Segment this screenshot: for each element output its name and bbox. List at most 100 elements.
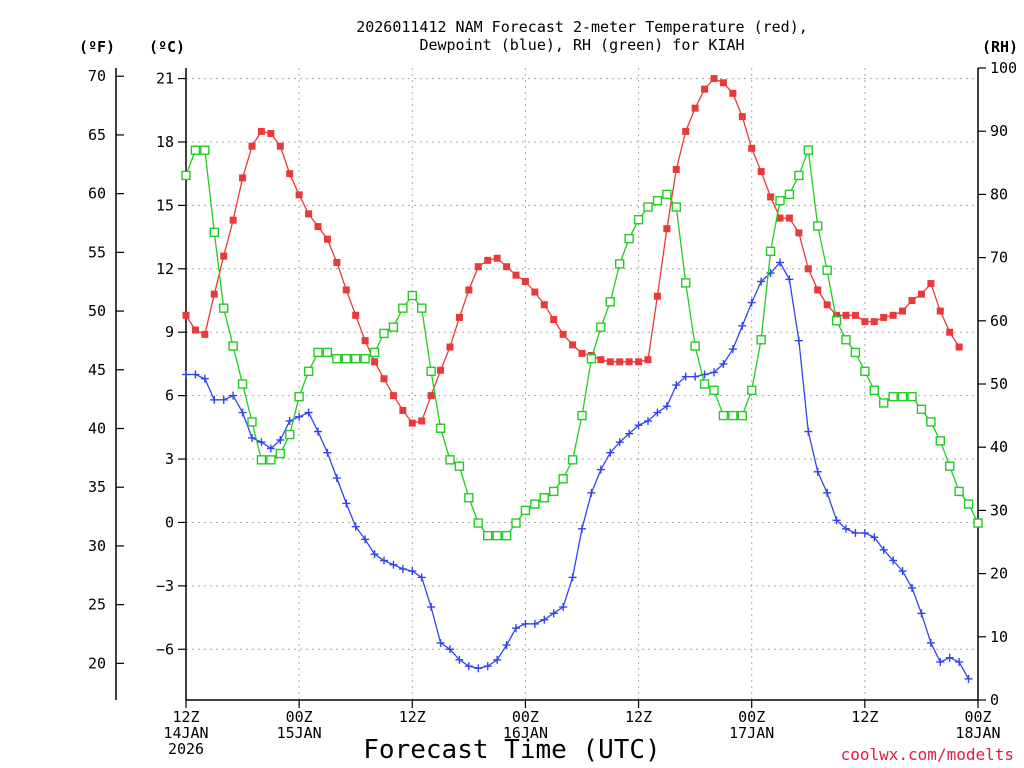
rh-point: [615, 259, 625, 269]
dewpoint-point: [285, 416, 294, 425]
dewpoint-point: [606, 448, 615, 457]
temperature-point: [484, 256, 492, 264]
time-tick-label: 2026: [168, 740, 204, 758]
rh-point: [662, 189, 672, 200]
dewpoint-point: [936, 657, 945, 666]
dewpoint-point: [813, 467, 822, 476]
rh-point: [879, 398, 889, 408]
rh-point: [728, 410, 738, 421]
dewpoint-point: [785, 275, 794, 284]
temperature-point: [899, 307, 907, 315]
temperature-point: [653, 292, 661, 300]
celsius-tick-label: 15: [156, 196, 174, 214]
temperature-point: [870, 318, 878, 326]
temperature-point: [220, 252, 228, 260]
rh-point: [275, 448, 285, 459]
time-tick-label: 17JAN: [729, 724, 774, 742]
series-layer: [181, 75, 983, 683]
rh-point: [181, 170, 191, 181]
fahrenheit-tick-label: 65: [88, 126, 106, 144]
rh-tick-label: 20: [990, 565, 1008, 583]
temperature-point: [437, 366, 445, 374]
temperature-point: [389, 392, 397, 400]
rh-point: [190, 145, 201, 155]
celsius-tick-label: 18: [156, 133, 174, 151]
rh-point: [690, 341, 700, 351]
rh-point: [351, 354, 361, 364]
temperature-point: [578, 349, 586, 357]
fahrenheit-tick-label: 60: [88, 185, 106, 203]
fahrenheit-tick-label: 45: [88, 361, 106, 379]
rh-point: [605, 297, 615, 307]
temperature-point: [663, 225, 671, 233]
temperature-point: [719, 79, 727, 87]
temperature-point: [352, 311, 360, 319]
dewpoint-point: [248, 433, 256, 442]
temperature-point: [267, 130, 275, 138]
dewpoint-point: [823, 488, 832, 497]
rh-point: [313, 347, 323, 358]
rh-point: [756, 335, 766, 345]
rh-point: [266, 455, 276, 465]
rh-point: [464, 493, 474, 503]
rh-point: [916, 404, 927, 414]
rh-point: [501, 530, 512, 541]
temperature-point: [503, 263, 511, 271]
dewpoint-point: [549, 609, 558, 618]
rh-point: [511, 518, 521, 528]
rh-point: [747, 385, 757, 396]
rh-point: [237, 379, 248, 389]
dewpoint-point: [380, 556, 388, 565]
fahrenheit-tick-label: 35: [88, 478, 106, 496]
dewpoint-point: [672, 381, 681, 390]
dewpoint-point: [512, 624, 520, 633]
temperature-point: [861, 318, 869, 326]
dewpoint-point: [615, 438, 624, 447]
temperature-point: [625, 358, 633, 366]
temperature-point: [361, 337, 369, 345]
rh-point: [633, 214, 644, 225]
rh-tick-label: 50: [990, 375, 1008, 393]
rh-tick-label: 60: [990, 312, 1008, 330]
celsius-unit-label: (ºC): [149, 38, 185, 56]
dewpoint-point: [860, 529, 869, 538]
rh-point: [813, 221, 823, 231]
temperature-point: [955, 343, 963, 351]
dewpoint-point: [521, 619, 530, 628]
temperature-point: [757, 168, 765, 176]
rh-point: [926, 417, 936, 427]
rh-unit-label: (RH): [982, 38, 1018, 56]
rh-point: [388, 322, 399, 332]
temperature-point: [248, 142, 256, 150]
dewpoint-point: [436, 638, 445, 647]
time-tick-label: 00Z: [512, 708, 539, 726]
fahrenheit-tick-label: 30: [88, 537, 106, 555]
series-line: [186, 261, 970, 680]
dewpoint-point: [398, 564, 407, 573]
celsius-tick-label: 0: [165, 513, 174, 531]
rh-point: [209, 227, 219, 238]
time-tick-label: 12Z: [172, 708, 199, 726]
dewpoint-point: [389, 560, 398, 569]
fahrenheit-axis-ticks: 20 25 30 35 40 45 50 55 60 65 70: [88, 67, 124, 672]
rh-point: [709, 385, 719, 396]
dewpoint-point: [728, 345, 737, 354]
dewpoint-point: [955, 657, 964, 666]
temperature-point: [380, 375, 388, 383]
temperature-point: [691, 104, 699, 112]
x-axis-label: Forecast Time (UTC): [363, 735, 660, 765]
celsius-tick-label: 12: [156, 260, 174, 278]
dewpoint-point: [710, 368, 718, 377]
dewpoint-point: [559, 602, 568, 611]
temperature-point: [672, 165, 680, 173]
time-tick-label: 14JAN: [163, 724, 208, 742]
temperature-point: [606, 358, 614, 366]
time-tick-label: 12Z: [851, 708, 878, 726]
dewpoint-point: [587, 488, 596, 497]
rh-tick-label: 80: [990, 185, 1008, 203]
dewpoint-point: [304, 408, 313, 417]
dewpoint-point: [314, 427, 322, 436]
dewpoint-point: [644, 416, 652, 425]
fahrenheit-tick-label: 55: [88, 243, 106, 261]
temperature-point: [521, 277, 529, 285]
